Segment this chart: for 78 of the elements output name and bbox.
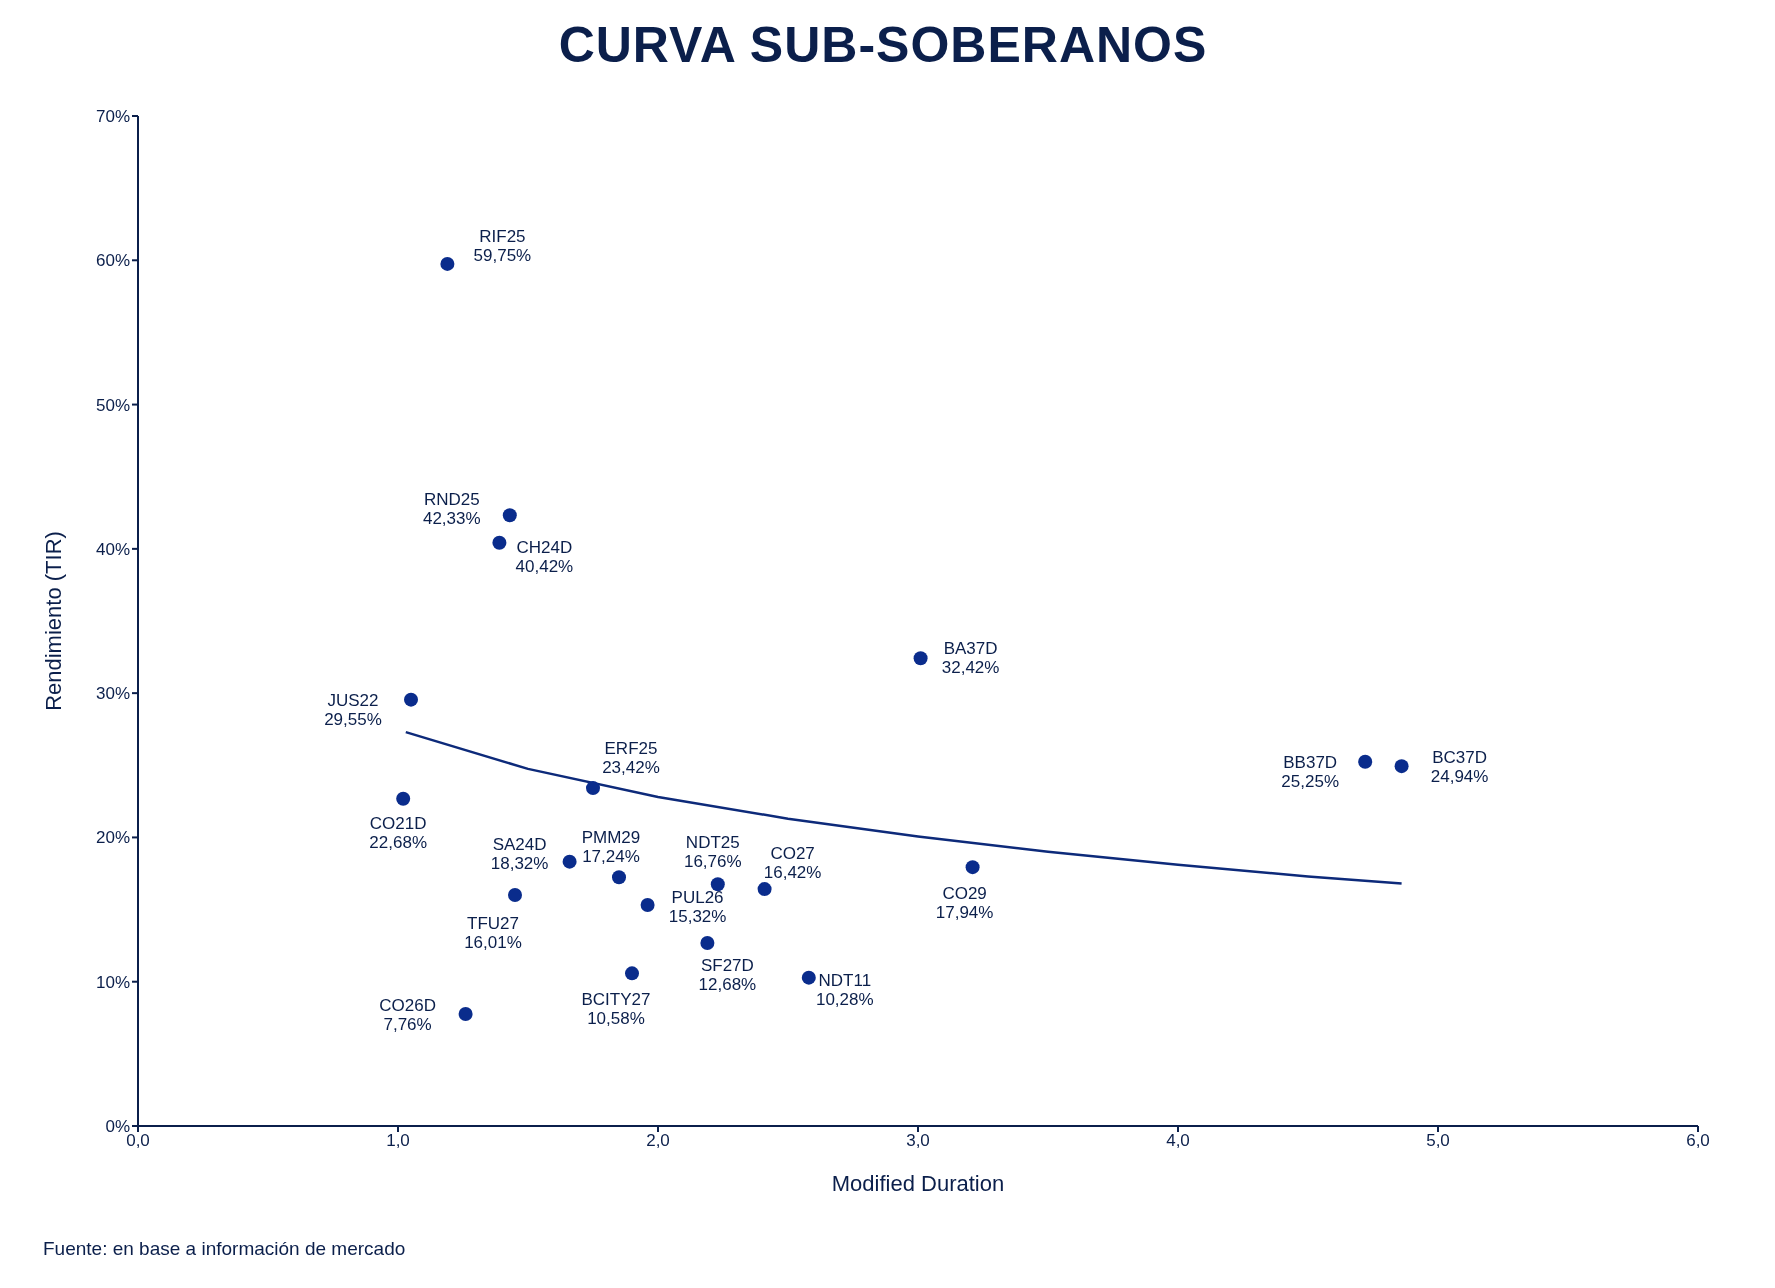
data-label: 42,33% (422, 509, 481, 529)
source-note: Fuente: en base a información de mercado (43, 1238, 406, 1260)
y-tick-label: 30% (95, 684, 130, 704)
data-label: 10,58% (587, 1009, 645, 1029)
annotation: BCITY27 (581, 990, 651, 1010)
point (440, 256, 455, 271)
annotation: BA37D (943, 639, 998, 659)
point (492, 535, 507, 550)
point (801, 970, 816, 985)
y-tick-label: 50% (95, 395, 130, 415)
point (1394, 759, 1409, 774)
annotation: BB37D (1283, 752, 1338, 772)
annotation: JUS22 (327, 690, 379, 710)
data-label: 12,68% (698, 975, 757, 995)
data-label: 16,42% (763, 863, 822, 883)
annotation: PMM29 (581, 828, 641, 848)
data-label: 16,01% (464, 933, 522, 952)
annotation: RIF25 (479, 226, 526, 246)
annotation: CO29 (942, 884, 987, 904)
point (757, 882, 772, 897)
y-tick-label: 10% (95, 972, 130, 992)
annotation: RND25 (423, 490, 480, 510)
point (458, 1007, 473, 1022)
annotation: CO27 (770, 844, 815, 864)
y-tick-label: 70% (95, 107, 130, 127)
x-tick-label: 4,0 (1166, 1131, 1190, 1151)
annotation: NDT25 (685, 833, 740, 853)
point (640, 897, 655, 912)
y-tick-label: 20% (95, 828, 130, 848)
point (710, 877, 725, 892)
x-tick-label: 6,0 (1686, 1131, 1710, 1151)
data-label: 22,68% (369, 832, 428, 852)
point (965, 860, 980, 875)
data-label: 16,76% (683, 852, 742, 872)
x-tick-label: 3,0 (906, 1131, 930, 1151)
point (396, 791, 411, 806)
annotation: NDT11 (818, 970, 872, 990)
data-label: 23,42% (602, 758, 660, 778)
annotation: PUL26 (671, 887, 724, 907)
data-label: 40,42% (515, 556, 574, 576)
x-tick-label: 5,0 (1426, 1131, 1450, 1151)
data-label: 17,94% (935, 903, 994, 923)
x-tick-label: 2,0 (646, 1131, 670, 1151)
annotation: CO26D (379, 996, 436, 1016)
point (913, 651, 928, 666)
y-axis-title: Rendimiento (TIR) (40, 531, 66, 711)
point (586, 781, 600, 796)
annotation: SA24D (492, 834, 547, 854)
y-tick-label: 40% (95, 539, 130, 559)
point (700, 936, 715, 951)
point (612, 870, 626, 885)
data-label: 29,55% (324, 709, 382, 729)
data-label: 17,24% (582, 847, 640, 867)
point (404, 692, 418, 707)
annotation: CO21D (369, 813, 427, 833)
point (1358, 754, 1373, 769)
annotation: TFU27 (467, 914, 519, 933)
point (502, 508, 517, 523)
annotation: ERF25 (604, 739, 658, 759)
data-label: 32,42% (941, 658, 1000, 678)
data-label: 24,94% (1430, 767, 1489, 787)
data-label: 18,32% (490, 853, 549, 873)
annotation: BC37D (1432, 748, 1488, 768)
data-label: 7,76% (383, 1015, 432, 1035)
data-label: 15,32% (668, 906, 727, 926)
point (625, 966, 639, 981)
annotation: SF27D (700, 956, 754, 976)
data-label: 25,25% (1281, 771, 1340, 791)
point (562, 854, 577, 869)
x-tick-label: 0,0 (126, 1131, 150, 1151)
point (508, 888, 522, 902)
annotation: CH24D (516, 537, 573, 557)
y-tick-label: 60% (95, 251, 130, 271)
x-tick-label: 1,0 (386, 1131, 410, 1151)
chart-title: CURVA SUB-SOBERANOS (557, 16, 1209, 75)
x-axis-title: Modified Duration (831, 1171, 1005, 1196)
data-label: 10,28% (815, 989, 874, 1009)
data-label: 59,75% (473, 245, 532, 265)
